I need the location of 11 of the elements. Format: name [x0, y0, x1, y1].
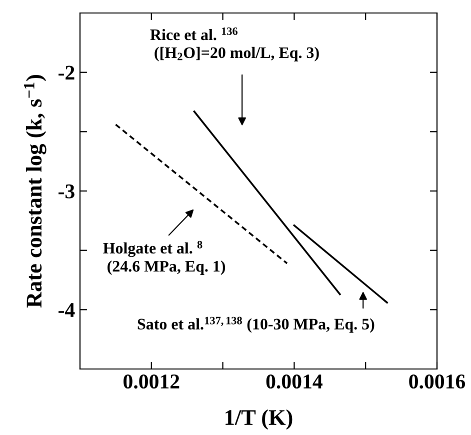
x-tick-label: 0.0016 — [409, 374, 466, 389]
y-axis-title: Rate constant log (k, s$^{−1}$) — [24, 74, 46, 308]
x-tick-label: 0.0012 — [124, 374, 180, 389]
y-tick-label: -3 — [58, 184, 74, 198]
annotation: Holgate et al. $^{8}$ (24.6 MPa, Eq. 1) — [103, 240, 226, 275]
annotation: Sato et al.$^{137,138}$ (10-30 MPa, Eq. 5) — [138, 316, 374, 333]
x-tick-label: 0.0014 — [266, 374, 322, 389]
text: Rice et al. $^{136}$ ([H$_{2}$O]=20 mol/L, Eq. 3) — [150, 27, 319, 62]
y-tick-label: -2 — [58, 66, 74, 80]
y-tick-label: -4 — [58, 303, 75, 317]
x-axis-title: 1/T (K) — [226, 409, 292, 430]
